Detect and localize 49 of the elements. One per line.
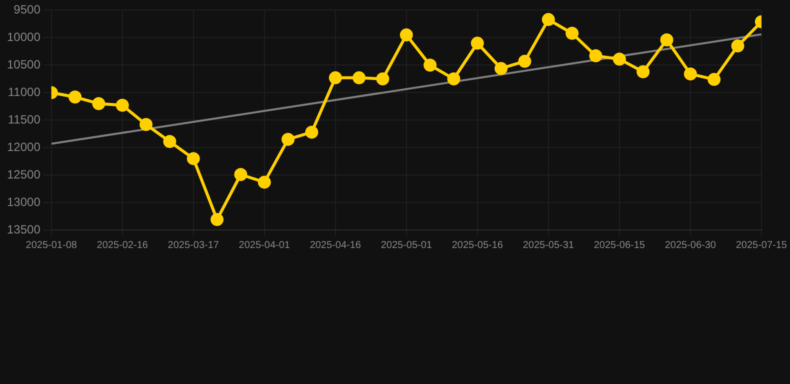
point [542, 13, 555, 26]
point [660, 33, 674, 46]
point [68, 90, 82, 104]
point [186, 152, 200, 166]
x-tick-label: 2025-07-15 [736, 240, 788, 251]
point [328, 71, 342, 84]
y-tick-label: 10500 [6, 57, 41, 72]
y-tick-label: 11000 [8, 84, 41, 99]
y-tick-label: 13000 [6, 194, 41, 209]
y-tick-label: 11500 [8, 112, 41, 126]
y-tick-label: 12500 [6, 167, 41, 182]
point [589, 49, 602, 62]
x-tick-label: 2025-06-15 [594, 240, 646, 251]
point [447, 72, 460, 86]
point [210, 213, 224, 226]
point [612, 52, 626, 66]
point [566, 26, 579, 40]
point [636, 65, 650, 78]
point [494, 62, 508, 75]
x-tick-label: 2025-06-30 [664, 240, 716, 251]
y-tick-label: 12000 [6, 140, 41, 154]
point [234, 168, 248, 181]
y-tick-label: 13500 [6, 222, 41, 236]
point [424, 58, 437, 72]
x-tick-label: 2025-05-01 [380, 240, 432, 251]
point [470, 36, 484, 50]
x-tick-label: 2025-02-16 [96, 240, 148, 251]
point [92, 97, 106, 110]
x-tick-label: 2025-04-16 [310, 240, 362, 251]
x-tick-label: 2025-05-16 [452, 240, 504, 251]
point [140, 118, 153, 131]
point [708, 72, 721, 86]
x-tick-label: 2025-01-08 [26, 240, 78, 251]
point [116, 98, 129, 112]
x-tick-label: 2025-04-01 [238, 240, 290, 251]
point [400, 28, 413, 42]
y-tick-label: 10000 [6, 30, 41, 44]
point [376, 72, 390, 86]
x-tick-label: 2025-05-31 [522, 240, 574, 251]
point [258, 176, 271, 189]
point [684, 67, 697, 80]
x-tick-label: 2025-03-17 [168, 240, 220, 251]
point [731, 39, 744, 52]
point [305, 126, 318, 139]
point [352, 71, 366, 84]
point [518, 54, 532, 68]
point [282, 132, 295, 146]
point [163, 135, 176, 148]
y-tick-label: 9500 [14, 2, 41, 17]
